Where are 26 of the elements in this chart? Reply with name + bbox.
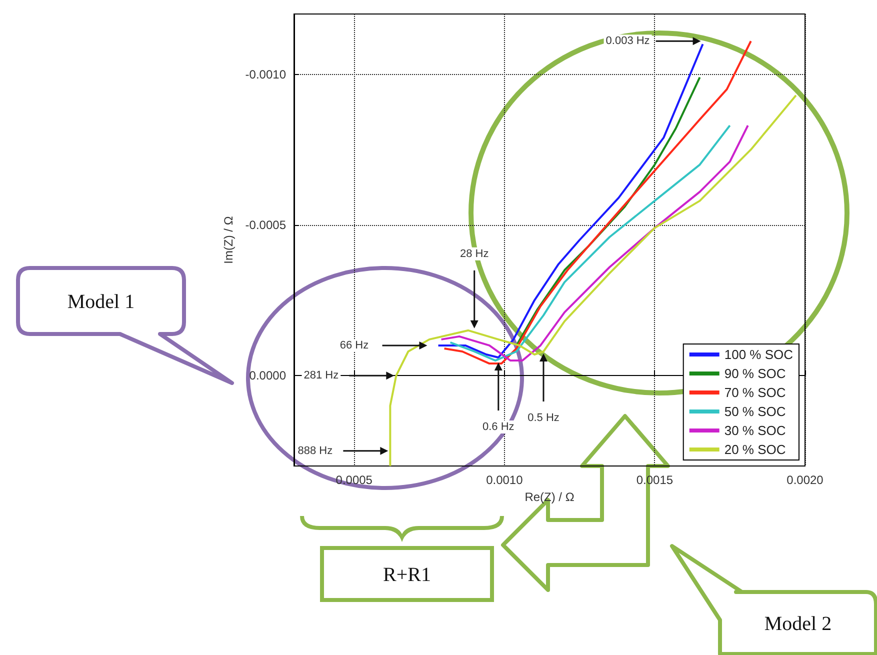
callout-box: Model 2: [670, 544, 877, 655]
x-tick-label: 0.0005: [336, 473, 373, 487]
y-tick-label: -0.0005: [245, 218, 286, 232]
annotation: 0.5 Hz: [528, 412, 560, 424]
legend-label: 70 % SOC: [724, 385, 786, 400]
annotation: 0.6 Hz: [482, 421, 514, 434]
y-tick-label: -0.0010: [245, 67, 286, 82]
label-box: R+R1: [320, 546, 494, 602]
legend-label: 30 % SOC: [724, 423, 786, 438]
line-series: [515, 76, 701, 346]
annotation: 66 Hz: [340, 339, 369, 352]
callout-box: Model 1: [16, 266, 234, 385]
annotation: 281 Hz: [304, 370, 339, 382]
annotation: 888 Hz: [298, 444, 333, 457]
legend-label: 50 % SOC: [724, 404, 786, 419]
line-series: [437, 43, 704, 359]
y-axis-title: Im(Z) / Ω: [221, 216, 236, 264]
legend-label: 100 % SOC: [724, 347, 794, 362]
line-series: [389, 94, 797, 467]
legend-label: 20 % SOC: [724, 442, 786, 457]
x-tick-label: 0.0020: [786, 473, 824, 487]
x-axis-title: Re(Z) / Ω: [524, 490, 574, 504]
x-tick-label: 0.0010: [486, 473, 524, 487]
legend-label: 90 % SOC: [724, 366, 786, 381]
annotation: 28 Hz: [460, 248, 489, 260]
annotation: 0.003 Hz: [606, 35, 650, 48]
